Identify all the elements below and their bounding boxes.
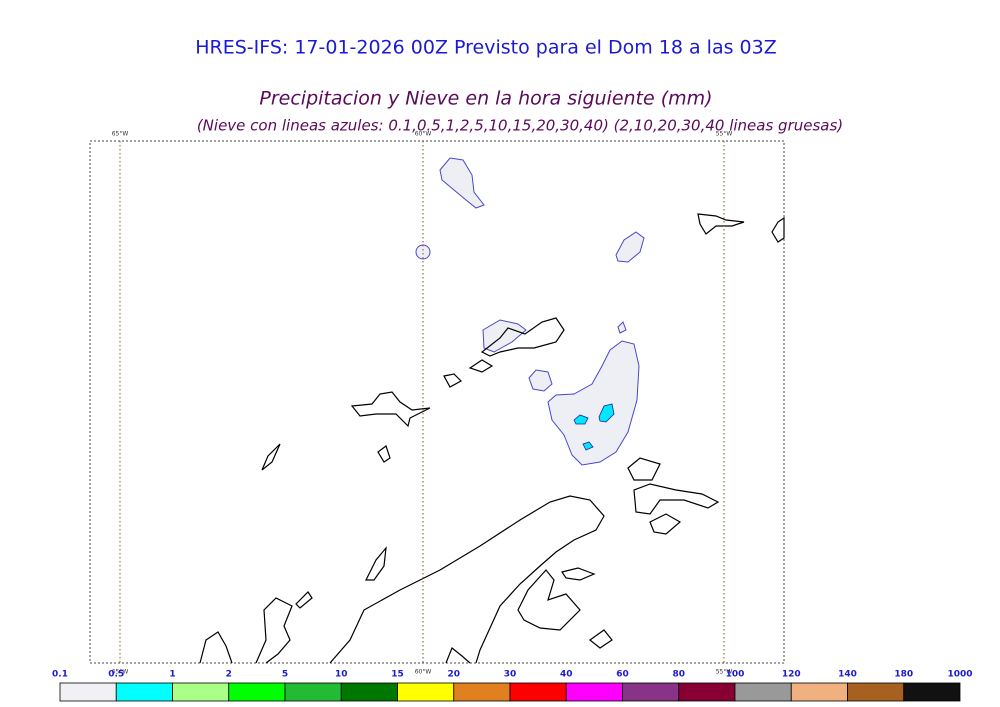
colorbar-label: 15 <box>391 670 404 680</box>
colorbar-label: 20 <box>447 670 460 680</box>
meridian-label: 60°W <box>415 669 432 676</box>
meridian-label: 60°W <box>415 131 432 138</box>
colorbar-swatch <box>453 682 511 702</box>
note: (Nieve con lineas azules: 0.1,0.5,1,2,5,… <box>197 117 843 135</box>
colorbar-label: 5 <box>282 670 288 680</box>
map: 65°W 65°W 60°W 60°W 55°W 55°W <box>89 131 785 676</box>
colorbar-label: 30 <box>504 670 517 680</box>
colorbar-swatch <box>734 682 792 702</box>
colorbar-swatch <box>847 682 905 702</box>
colorbar: 0.1 0.5 1 2 5 10 15 20 30 40 60 80 100 120 140 180 1000 <box>52 670 973 702</box>
colorbar-swatch <box>340 682 398 702</box>
colorbar-swatch <box>115 682 173 702</box>
colorbar-swatch <box>59 682 117 702</box>
meridians: 65°W 65°W 60°W 60°W 55°W 55°W <box>112 131 733 676</box>
title: HRES-IFS: 17-01-2026 00Z Previsto para e… <box>195 37 777 59</box>
colorbar-swatch <box>509 682 567 702</box>
meridian-label: 65°W <box>112 669 129 676</box>
meridian-label: 65°W <box>112 131 129 138</box>
colorbar-label: 120 <box>782 670 801 680</box>
colorbar-label: 140 <box>838 670 857 680</box>
colorbar-swatch <box>397 682 455 702</box>
colorbar-swatch <box>678 682 736 702</box>
colorbar-label: 180 <box>894 670 913 680</box>
meridian-label: 55°W <box>716 131 733 138</box>
colorbar-label: 1 <box>169 670 175 680</box>
colorbar-swatch <box>284 682 342 702</box>
colorbar-label: 40 <box>560 670 573 680</box>
colorbar-label: 1000 <box>947 670 972 680</box>
colorbar-label: 10 <box>335 670 348 680</box>
colorbar-swatch <box>903 682 961 702</box>
meridian-label: 55°W <box>716 669 733 676</box>
colorbar-swatch <box>172 682 230 702</box>
colorbar-label: 0.5 <box>108 670 124 680</box>
subtitle: Precipitacion y Nieve en la hora siguien… <box>259 88 712 110</box>
map-frame <box>89 140 785 664</box>
colorbar-swatch <box>228 682 286 702</box>
colorbar-swatch <box>565 682 623 702</box>
colorbar-label: 100 <box>726 670 745 680</box>
snow-areas <box>415 157 645 466</box>
coastlines <box>199 213 785 664</box>
colorbar-swatch <box>622 682 680 702</box>
colorbar-swatch <box>790 682 848 702</box>
colorbar-label: 60 <box>616 670 629 680</box>
colorbar-label: 80 <box>672 670 685 680</box>
colorbar-label: 2 <box>226 670 232 680</box>
colorbar-label: 0.1 <box>52 670 68 680</box>
